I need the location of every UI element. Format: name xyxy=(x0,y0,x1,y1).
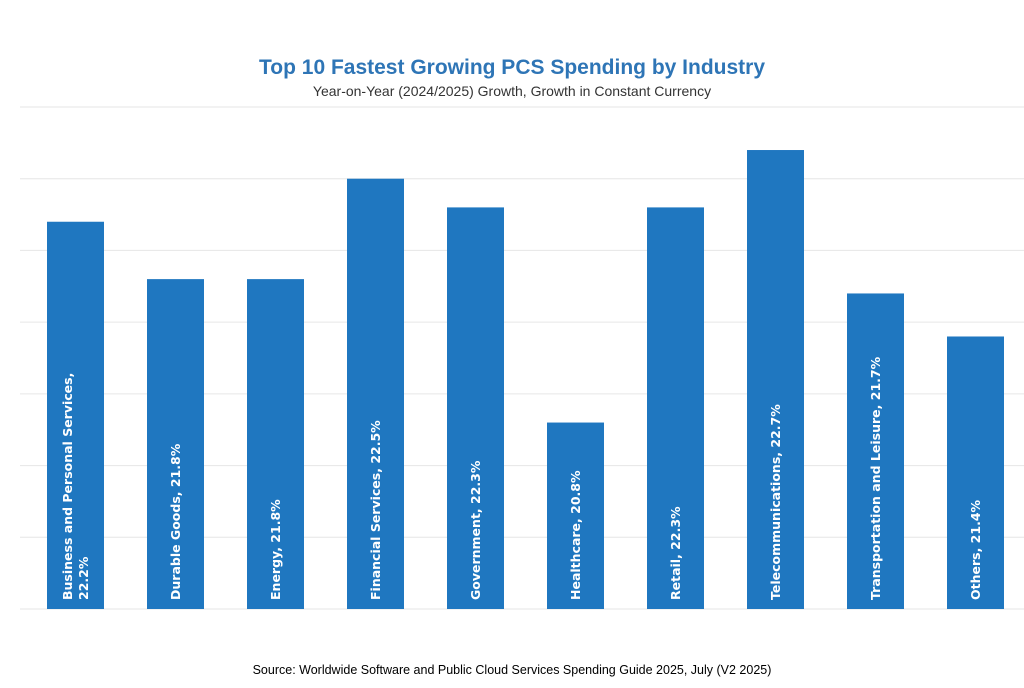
bar-label-line: Healthcare, 20.8% xyxy=(568,470,583,600)
bar-label-line: Retail, 22.3% xyxy=(668,506,683,600)
bars xyxy=(47,150,1004,609)
bar-label: Government, 22.3% xyxy=(468,460,483,600)
bar-business-and-personal-services xyxy=(47,221,104,609)
bar-energy xyxy=(247,279,304,609)
bar-healthcare xyxy=(547,422,604,609)
bar-telecommunications xyxy=(747,150,804,609)
bar-label-line: Business and Personal Services, xyxy=(60,373,75,600)
bar-label-line: Energy, 21.8% xyxy=(268,499,283,600)
chart-subtitle: Year-on-Year (2024/2025) Growth, Growth … xyxy=(312,83,712,99)
bar-label-line: Others, 21.4% xyxy=(968,499,983,600)
bar-label: Retail, 22.3% xyxy=(668,506,683,600)
bar-label-line: Telecommunications, 22.7% xyxy=(768,404,783,600)
bar-retail xyxy=(647,207,704,609)
bar-government xyxy=(447,207,504,609)
bar-label: Telecommunications, 22.7% xyxy=(768,404,783,600)
chart-title: Top 10 Fastest Growing PCS Spending by I… xyxy=(259,56,765,79)
bar-label: Others, 21.4% xyxy=(968,499,983,600)
bar-label-line: 22.2% xyxy=(76,556,91,600)
bar-label-line: Financial Services, 22.5% xyxy=(368,420,383,600)
bar-label: Business and Personal Services,22.2% xyxy=(60,373,91,600)
bar-others xyxy=(947,336,1004,609)
bar-label-line: Government, 22.3% xyxy=(468,460,483,600)
bar-labels: Business and Personal Services,22.2% Dura… xyxy=(60,356,983,600)
bar-label: Healthcare, 20.8% xyxy=(568,470,583,600)
bar-label: Financial Services, 22.5% xyxy=(368,420,383,600)
bar-label: Transportation and Leisure, 21.7% xyxy=(868,356,883,600)
bar-transportation-and-leisure xyxy=(847,293,904,609)
bar-label-line: Transportation and Leisure, 21.7% xyxy=(868,356,883,600)
bar-label: Durable Goods, 21.8% xyxy=(168,443,183,600)
bar-financial-services xyxy=(347,178,404,609)
bar-durable-goods xyxy=(147,279,204,609)
bar-label-line: Durable Goods, 21.8% xyxy=(168,443,183,600)
source-note: Source: Worldwide Software and Public Cl… xyxy=(252,663,772,677)
bar-label: Energy, 21.8% xyxy=(268,499,283,600)
